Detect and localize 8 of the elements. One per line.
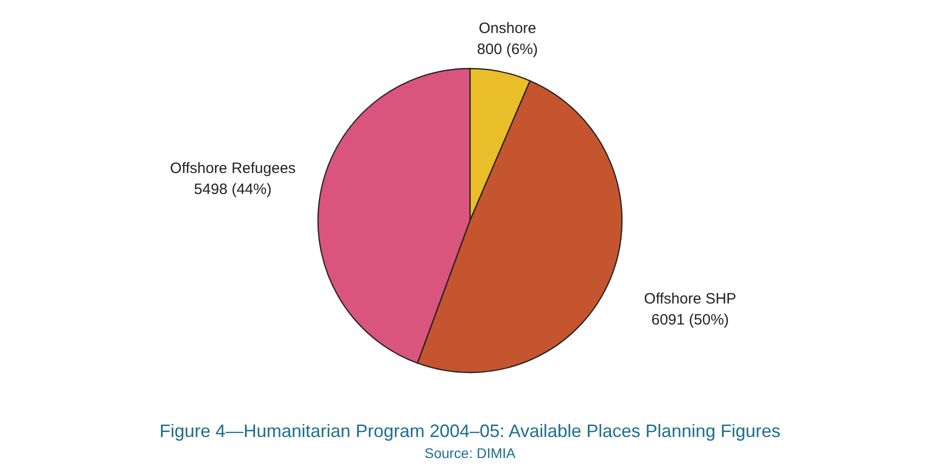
slice-label: Onshore (478, 20, 536, 38)
source-note: Source: DIMIA (424, 445, 516, 461)
data-label: 6091 (50%) (651, 311, 729, 328)
slice-label: Offshore Refugees (170, 160, 296, 178)
data-label: 800 (6%) (477, 41, 538, 58)
data-label: 5498 (44%) (194, 181, 272, 198)
text: Figure 4—Humanitarian Program 2004–05: Available Places Planning Figures (159, 421, 781, 441)
slice-label: Offshore SHP (644, 290, 736, 308)
